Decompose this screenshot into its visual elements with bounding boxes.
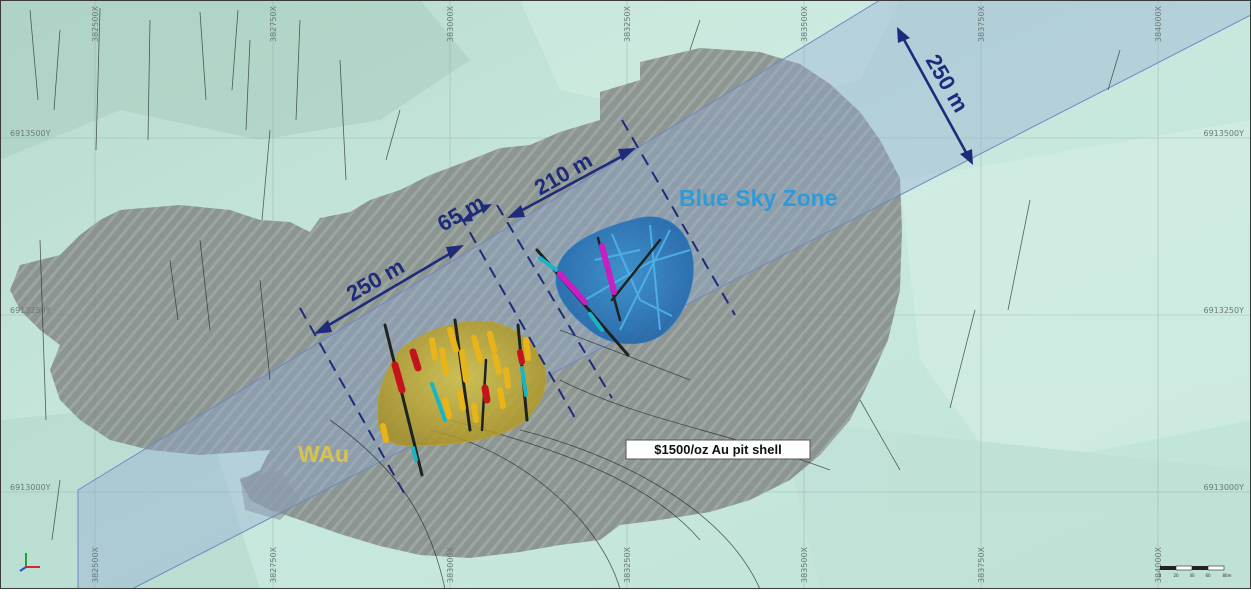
svg-text:383750X: 383750X <box>977 546 986 583</box>
svg-text:383000X: 383000X <box>446 5 455 42</box>
svg-text:384000X: 384000X <box>1154 5 1163 42</box>
scale-bar: 0 20 40 60 80m <box>1159 565 1232 578</box>
svg-text:6913500Y: 6913500Y <box>1203 129 1244 138</box>
svg-text:383000X: 383000X <box>446 546 455 583</box>
northing-labels-right: 6913500Y 6913250Y 6913000Y <box>1203 129 1244 492</box>
svg-text:383250X: 383250X <box>623 5 632 42</box>
svg-text:6913500Y: 6913500Y <box>10 129 51 138</box>
easting-labels-bottom: 382500X 382750X 383000X 383250X 383500X … <box>91 546 1163 583</box>
northing-labels-left: 6913500Y 6913250Y 6913000Y <box>10 129 51 492</box>
easting-labels-top: 382500X 382750X 383000X 383250X 383500X … <box>91 5 1163 42</box>
svg-text:383750X: 383750X <box>977 5 986 42</box>
svg-text:382750X: 382750X <box>269 546 278 583</box>
pit-shell <box>10 48 902 558</box>
svg-text:6913250Y: 6913250Y <box>10 306 51 315</box>
svg-text:382500X: 382500X <box>91 546 100 583</box>
svg-text:60: 60 <box>1205 573 1211 578</box>
svg-text:383250X: 383250X <box>623 546 632 583</box>
svg-text:80m: 80m <box>1223 573 1232 578</box>
svg-text:$1500/oz Au pit shell: $1500/oz Au pit shell <box>654 442 781 457</box>
svg-text:382750X: 382750X <box>269 5 278 42</box>
wau-zone-label: WAu <box>298 441 349 467</box>
section-lines <box>299 119 736 501</box>
svg-text:6913250Y: 6913250Y <box>1203 306 1244 315</box>
svg-text:6913000Y: 6913000Y <box>1203 483 1244 492</box>
svg-text:6913000Y: 6913000Y <box>10 483 51 492</box>
svg-text:0: 0 <box>1159 573 1162 578</box>
svg-text:382500X: 382500X <box>91 5 100 42</box>
svg-text:383500X: 383500X <box>800 5 809 42</box>
pit-shell-label: $1500/oz Au pit shell <box>625 439 811 460</box>
drill-traces <box>29 7 1121 590</box>
svg-text:20: 20 <box>1173 573 1179 578</box>
dimension-arrows <box>314 27 973 334</box>
axis-triad-icon <box>19 553 40 572</box>
svg-text:383500X: 383500X <box>800 546 809 583</box>
blue-sky-zone-label: Blue Sky Zone <box>679 185 837 211</box>
svg-text:384000X: 384000X <box>1154 546 1163 583</box>
svg-text:40: 40 <box>1189 573 1195 578</box>
zone-drill-holes <box>380 236 662 477</box>
